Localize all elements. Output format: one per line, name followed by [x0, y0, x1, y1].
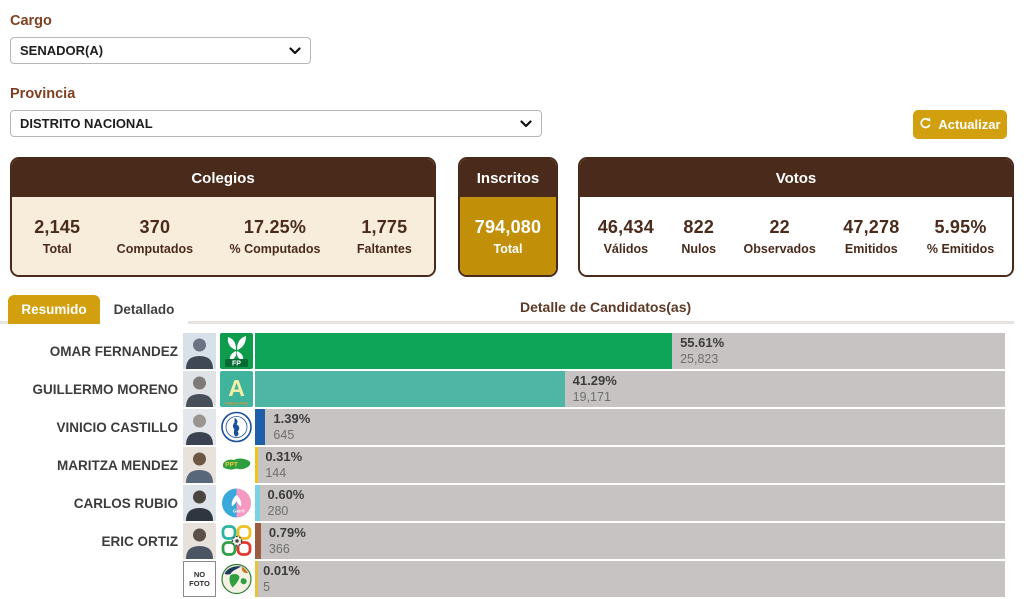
svg-text:PPT: PPT — [225, 462, 238, 469]
cargo-selected-value: SENADOR(A) — [20, 43, 104, 58]
candidate-name — [0, 561, 178, 597]
provincia-select[interactable]: DISTRITO NACIONAL — [10, 110, 542, 137]
tab-detallado[interactable]: Detallado — [100, 295, 188, 324]
candidate-photo — [183, 333, 216, 369]
votos-stat-emitidos: 47,278 Emitidos — [843, 216, 900, 256]
result-percent: 0.60% — [267, 487, 305, 502]
result-votes: 19,171 — [572, 390, 611, 404]
votos-stat-nulos: 822 Nulos — [681, 216, 717, 256]
votos-stat-pct-emitidos: 5.95%% Emitidos — [926, 216, 995, 256]
result-bar-track: 0.01% 5 — [255, 561, 1005, 597]
party-logo-ppt: PPT — [220, 447, 253, 483]
candidates-section-title: Detalle de Candidatos(as) — [520, 299, 692, 315]
colegios-panel: Colegios 2,145 Total 370 Computados 17.25%… — [10, 157, 436, 277]
party-logo-alianza-pais: A Alianza País — [220, 371, 253, 407]
result-percent: 41.29% — [572, 373, 617, 388]
candidate-row: ERIC ORTIZ 0.79% 366 — [0, 523, 1005, 559]
svg-text:FP: FP — [232, 361, 241, 368]
result-votes: 25,823 — [680, 352, 719, 366]
candidate-name: GUILLERMO MORENO — [32, 381, 179, 397]
chevron-down-icon — [289, 42, 301, 60]
result-votes: 280 — [267, 504, 289, 518]
no-photo-placeholder: NO FOTO — [183, 561, 216, 597]
result-percent: 0.01% — [263, 563, 300, 578]
party-logo-gens: GenS — [220, 485, 253, 521]
refresh-button-label: Actualizar — [938, 117, 1001, 132]
votos-stat-validos: 46,434 Válidos — [597, 216, 654, 256]
result-percent: 1.39% — [273, 411, 311, 426]
candidate-photo — [183, 409, 216, 445]
provincia-label: Provincia — [10, 86, 76, 102]
candidate-row: GUILLERMO MORENO A Alianza País 41.29% 19… — [0, 371, 1005, 407]
candidate-name: MARITZA MENDEZ — [57, 457, 178, 473]
party-logo-pinwheel — [220, 523, 253, 559]
candidate-name: OMAR FERNANDEZ — [49, 343, 178, 359]
candidates-list: OMAR FERNANDEZ FP 55.61% 25,823 GUILLERMO… — [0, 333, 1005, 599]
candidate-row: MARITZA MENDEZ PPT 0.31% 144 — [0, 447, 1005, 483]
cargo-label: Cargo — [10, 13, 52, 29]
votos-panel: Votos 46,434 Válidos 822 Nulos 22 Observado… — [578, 157, 1014, 277]
result-bar-track: 0.79% 366 — [255, 523, 1005, 559]
inscritos-panel-title: Inscritos — [460, 159, 556, 197]
result-bar-fill — [255, 447, 258, 483]
provincia-selected-value: DISTRITO NACIONAL — [20, 116, 153, 131]
result-bar-fill — [255, 371, 565, 407]
candidate-photo — [183, 485, 216, 521]
result-votes: 366 — [268, 542, 290, 556]
candidate-photo — [183, 523, 216, 559]
candidate-row: VINICIO CASTILLO 1.39% 645 — [0, 409, 1005, 445]
party-logo-fnp — [220, 409, 253, 445]
result-bar-fill — [255, 485, 260, 521]
result-votes: 645 — [273, 428, 295, 442]
colegios-stat-total: 2,145 Total — [34, 216, 81, 256]
chevron-down-icon — [520, 115, 532, 133]
result-percent: 55.61% — [680, 335, 725, 350]
svg-text:A: A — [228, 375, 245, 401]
result-bar-track: 1.39% 645 — [255, 409, 1005, 445]
result-bar-fill — [255, 523, 261, 559]
candidate-name: VINICIO CASTILLO — [56, 419, 179, 435]
candidate-photo — [183, 447, 216, 483]
result-percent: 0.31% — [265, 449, 303, 464]
party-logo-globe — [220, 561, 253, 597]
tabbar-divider — [0, 321, 1014, 324]
colegios-stat-computados: 370 Computados — [116, 216, 194, 256]
result-bar-fill — [255, 409, 266, 445]
result-votes: 5 — [263, 580, 271, 594]
svg-text:GenS: GenS — [233, 509, 245, 514]
candidate-row: OMAR FERNANDEZ FP 55.61% 25,823 — [0, 333, 1005, 369]
inscritos-stat-total: 794,080 Total — [474, 216, 542, 256]
candidate-row: CARLOS RUBIO GenS 0.60% 280 — [0, 485, 1005, 521]
result-votes: 144 — [265, 466, 287, 480]
party-logo-fp: FP — [220, 333, 253, 369]
result-bar-track: 41.29% 19,171 — [255, 371, 1005, 407]
result-bar-track: 55.61% 25,823 — [255, 333, 1005, 369]
svg-text:Alianza País: Alianza País — [225, 401, 249, 406]
result-bar-fill — [255, 333, 673, 369]
inscritos-panel: Inscritos 794,080 Total — [458, 157, 558, 277]
colegios-stat-pct-computados: 17.25%% Computados — [229, 216, 321, 256]
colegios-stat-faltantes: 1,775 Faltantes — [356, 216, 412, 256]
result-bar-track: 0.31% 144 — [255, 447, 1005, 483]
result-bar-fill — [255, 561, 258, 597]
tab-resumido[interactable]: Resumido — [8, 295, 100, 324]
votos-stat-observados: 22 Observados — [743, 216, 816, 256]
candidate-row: NO FOTO 0.01% 5 — [0, 561, 1005, 597]
refresh-button[interactable]: Actualizar — [913, 110, 1007, 139]
votos-panel-title: Votos — [580, 159, 1012, 197]
result-bar-track: 0.60% 280 — [255, 485, 1005, 521]
colegios-panel-title: Colegios — [12, 159, 434, 197]
candidate-photo — [183, 371, 216, 407]
candidate-name: ERIC ORTIZ — [101, 533, 179, 549]
refresh-icon — [919, 116, 932, 133]
cargo-select[interactable]: SENADOR(A) — [10, 37, 311, 64]
result-percent: 0.79% — [268, 525, 306, 540]
candidate-name: CARLOS RUBIO — [73, 495, 178, 511]
